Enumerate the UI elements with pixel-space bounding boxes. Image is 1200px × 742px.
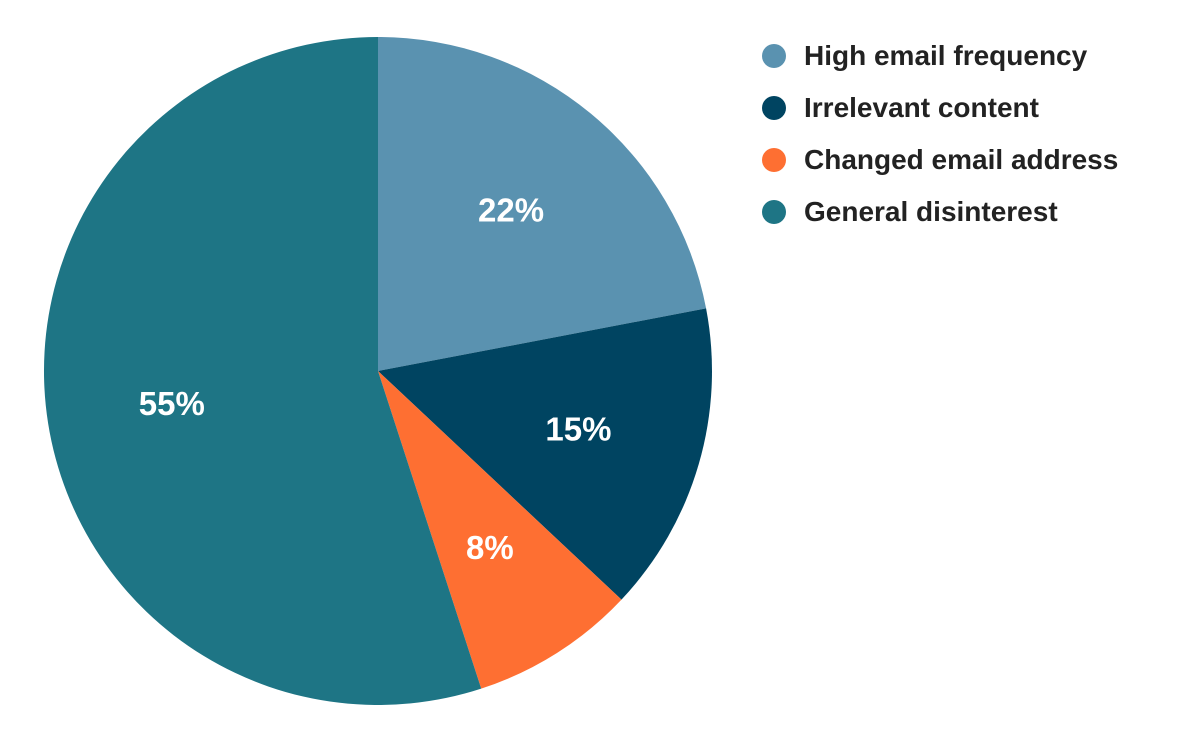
pie-slice-label-changed-email-address: 8% (466, 529, 514, 566)
legend-swatch-irrelevant-content (762, 96, 786, 120)
legend-item-irrelevant-content[interactable]: Irrelevant content (762, 82, 1118, 134)
pie-slice-label-irrelevant-content: 15% (545, 411, 611, 448)
pie-slice-label-high-email-frequency: 22% (478, 192, 544, 229)
pie-slice-irrelevant-content[interactable] (378, 308, 712, 600)
legend-label-general-disinterest: General disinterest (804, 196, 1058, 227)
pie-slice-high-email-frequency[interactable] (378, 37, 707, 371)
legend-label-irrelevant-content: Irrelevant content (804, 92, 1039, 123)
legend-label-high-email-frequency: High email frequency (804, 40, 1088, 71)
pie-slice-general-disinterest[interactable] (43, 37, 482, 705)
legend-swatch-general-disinterest (762, 200, 786, 224)
pie-slice-labels: 22% 15% 8% 55% (139, 192, 612, 566)
legend-label-changed-email-address: Changed email address (804, 144, 1119, 175)
pie-slice-changed-email-address[interactable] (378, 371, 622, 689)
legend: High email frequency Irrelevant content … (762, 30, 1118, 238)
pie-slices (43, 37, 712, 705)
legend-item-changed-email-address[interactable]: Changed email address (762, 134, 1118, 186)
legend-swatch-changed-email-address (762, 148, 786, 172)
pie-slice-label-general-disinterest: 55% (139, 385, 205, 422)
legend-item-high-email-frequency[interactable]: High email frequency (762, 30, 1118, 82)
legend-swatch-high-email-frequency (762, 44, 786, 68)
legend-item-general-disinterest[interactable]: General disinterest (762, 186, 1118, 238)
